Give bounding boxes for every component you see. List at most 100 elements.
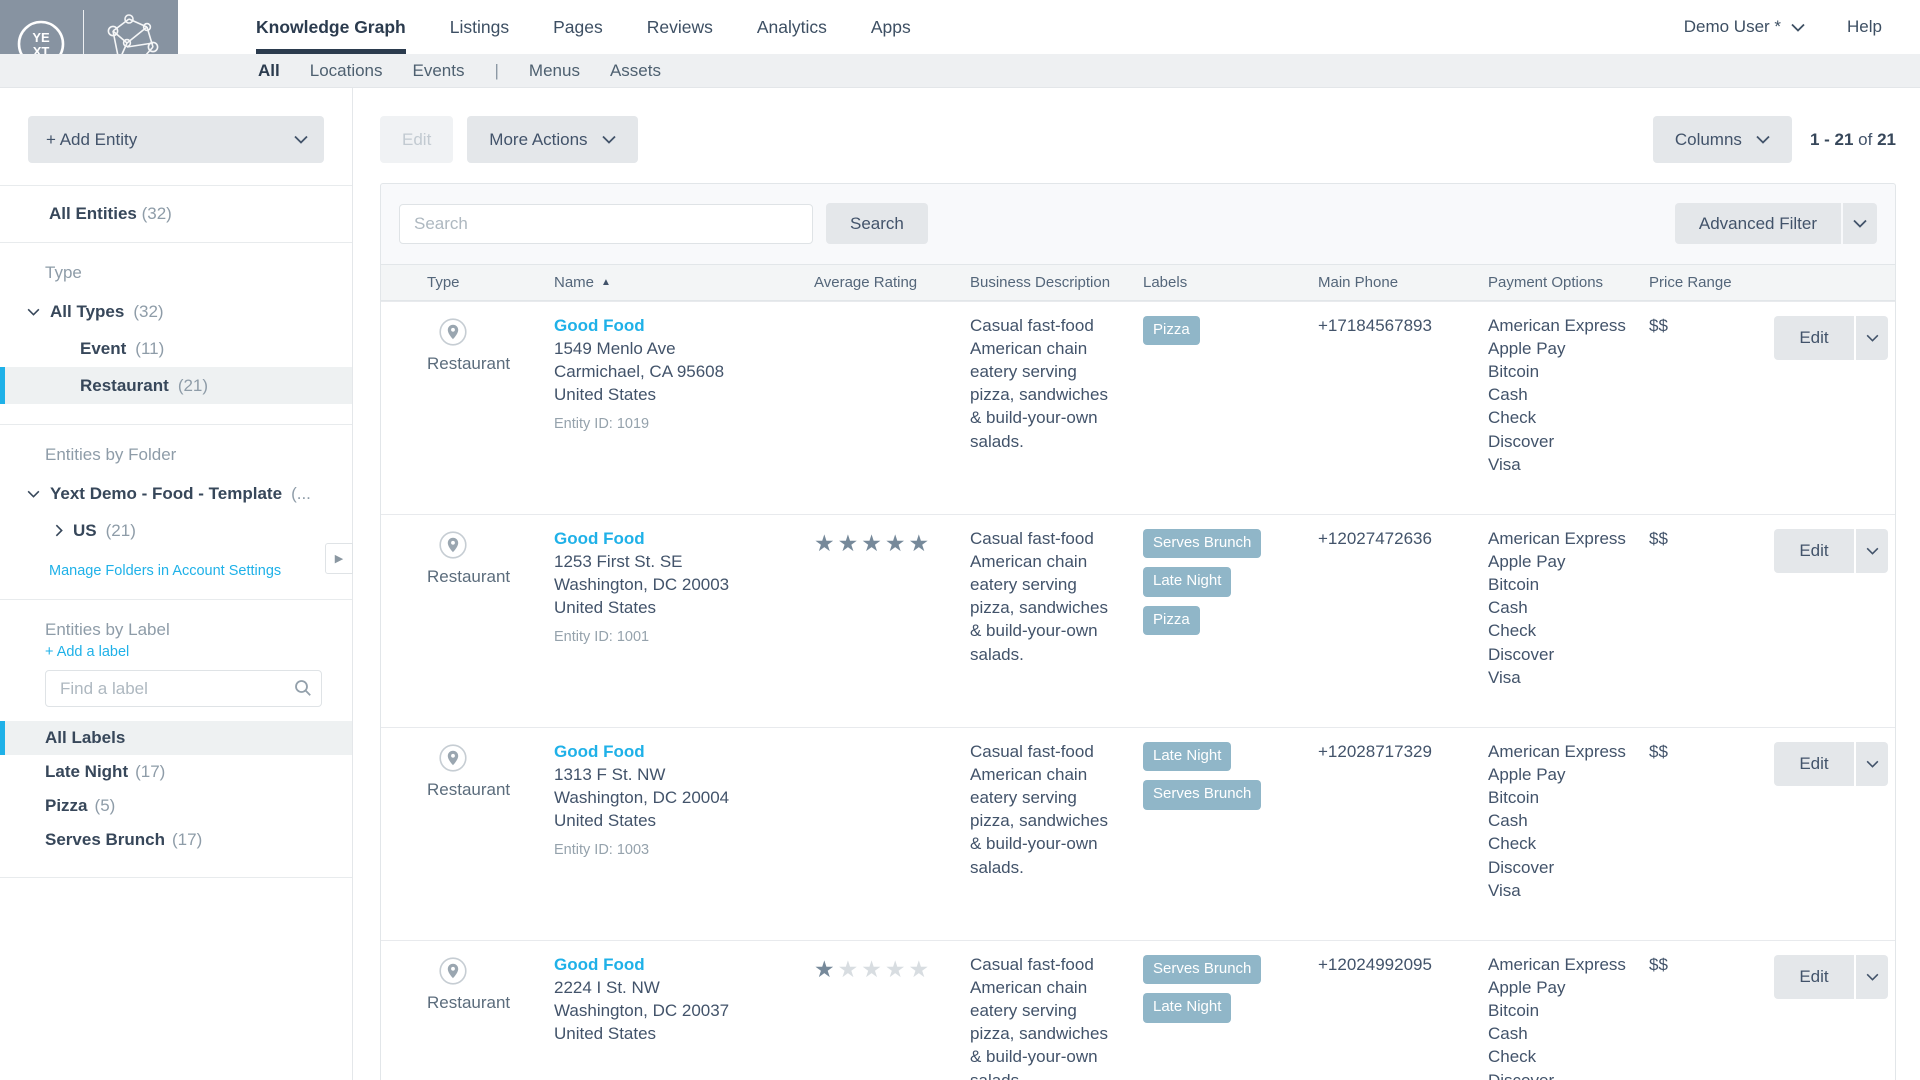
nav-item-listings[interactable]: Listings bbox=[449, 16, 510, 37]
sidebar-item-pizza[interactable]: Pizza (5) bbox=[0, 789, 352, 823]
entity-name-link[interactable]: Good Food bbox=[554, 316, 645, 335]
subnav-item-assets[interactable]: Assets bbox=[609, 60, 661, 80]
row-edit-button[interactable]: Edit bbox=[1774, 529, 1854, 573]
entity-name-link[interactable]: Good Food bbox=[554, 955, 645, 974]
payment-options: American Express Apple Pay Bitcoin Cash … bbox=[1488, 316, 1626, 474]
chevron-down-icon bbox=[1791, 23, 1805, 32]
manage-folders-link[interactable]: Manage Folders in Account Settings bbox=[49, 563, 282, 579]
sidebar-item-serves-brunch[interactable]: Serves Brunch (17) bbox=[0, 823, 352, 857]
event-count: (11) bbox=[135, 338, 165, 358]
subnav-item-events[interactable]: Events bbox=[412, 60, 465, 80]
search-icon bbox=[295, 680, 311, 696]
all-types-count: (32) bbox=[133, 301, 164, 321]
chevron-down-icon bbox=[1853, 219, 1867, 228]
sidebar-item-folder-us[interactable]: US (21) bbox=[0, 512, 352, 549]
advanced-filter-chevron-button[interactable] bbox=[1843, 203, 1877, 244]
payment-options: American Express Apple Pay Bitcoin Cash … bbox=[1488, 529, 1626, 687]
help-link[interactable]: Help bbox=[1847, 17, 1882, 36]
sidebar-expand-button[interactable]: ▶ bbox=[325, 543, 353, 574]
sidebar-item-all-types[interactable]: All Types (32) bbox=[0, 293, 352, 330]
row-edit-chevron-button[interactable] bbox=[1856, 742, 1888, 786]
subnav-item-locations[interactable]: Locations bbox=[309, 60, 383, 80]
column-header-business-description[interactable]: Business Description bbox=[970, 274, 1111, 291]
entity-type-label: Restaurant bbox=[427, 354, 511, 373]
find-label-input[interactable] bbox=[45, 670, 322, 707]
column-header-price-range[interactable]: Price Range bbox=[1649, 274, 1732, 291]
svg-text:YE: YE bbox=[33, 30, 51, 45]
business-description: Casual fast-food American chain eatery s… bbox=[970, 316, 1108, 451]
label-section: Entities by Label + Add a label All Labe… bbox=[0, 600, 352, 878]
column-header-payment-options[interactable]: Payment Options bbox=[1488, 274, 1604, 291]
main-phone: +12024992095 bbox=[1318, 955, 1432, 974]
add-entity-button[interactable]: + Add Entity bbox=[28, 116, 324, 163]
serves-brunch-count: (17) bbox=[172, 830, 203, 849]
nav-item-knowledge-graph[interactable]: Knowledge Graph bbox=[256, 0, 406, 54]
label-badge: Serves Brunch bbox=[1143, 955, 1262, 985]
columns-button[interactable]: Columns bbox=[1652, 116, 1792, 163]
nav-item-analytics[interactable]: Analytics bbox=[756, 16, 827, 37]
column-header-labels[interactable]: Labels bbox=[1143, 274, 1188, 291]
row-edit-button[interactable]: Edit bbox=[1774, 955, 1854, 999]
row-edit-chevron-button[interactable] bbox=[1856, 316, 1888, 360]
advanced-filter-button[interactable]: Advanced Filter bbox=[1674, 203, 1841, 244]
knowledge-graph-icon bbox=[107, 14, 159, 77]
business-description: Casual fast-food American chain eatery s… bbox=[970, 529, 1108, 664]
row-edit-chevron-button[interactable] bbox=[1856, 529, 1888, 573]
entity-type-label: Restaurant bbox=[427, 993, 511, 1012]
subnav-item-all[interactable]: All bbox=[258, 60, 280, 80]
folder-root-count: (... bbox=[291, 483, 311, 503]
more-actions-button[interactable]: More Actions bbox=[467, 116, 638, 163]
business-description: Casual fast-food American chain eatery s… bbox=[970, 955, 1108, 1080]
sidebar-item-all-entities[interactable]: All Entities (32) bbox=[0, 186, 352, 243]
chevron-down-icon bbox=[1866, 334, 1878, 342]
sidebar-item-all-labels[interactable]: All Labels bbox=[0, 721, 352, 755]
main-nav: Knowledge Graph Listings Pages Reviews A… bbox=[256, 0, 955, 54]
add-label-link[interactable]: + Add a label bbox=[45, 644, 130, 660]
columns-label: Columns bbox=[1674, 129, 1742, 149]
average-rating-stars: ★★★★★ bbox=[814, 956, 933, 982]
user-menu-label: Demo User * bbox=[1683, 17, 1782, 36]
map-pin-icon bbox=[439, 744, 467, 772]
sidebar-item-restaurant[interactable]: Restaurant (21) bbox=[0, 367, 352, 404]
nav-item-apps[interactable]: Apps bbox=[870, 16, 911, 37]
search-input[interactable] bbox=[399, 203, 813, 244]
sidebar-item-folder-root[interactable]: Yext Demo - Food - Template (... bbox=[0, 475, 352, 512]
entity-type-label: Restaurant bbox=[427, 780, 511, 799]
top-navigation-bar: YE XT Knowledge Graph Li bbox=[0, 0, 1920, 88]
column-header-type[interactable]: Type bbox=[427, 274, 460, 291]
range-total: 21 bbox=[1877, 129, 1896, 149]
chevron-down-icon bbox=[1866, 973, 1878, 981]
restaurant-label: Restaurant bbox=[80, 375, 169, 395]
column-header-average-rating[interactable]: Average Rating bbox=[814, 274, 918, 291]
table-row: Restaurant Good Food 1549 Menlo Ave Carm… bbox=[381, 301, 1895, 514]
labels-cell: Pizza bbox=[1143, 314, 1318, 500]
entity-name-link[interactable]: Good Food bbox=[554, 529, 645, 548]
folder-us-count: (21) bbox=[105, 520, 136, 540]
sidebar-item-event[interactable]: Event (11) bbox=[0, 330, 352, 367]
chevron-down-icon bbox=[1756, 135, 1770, 144]
entity-address: 1253 First St. SE Washington, DC 20003 U… bbox=[554, 552, 730, 618]
column-header-main-phone[interactable]: Main Phone bbox=[1318, 274, 1399, 291]
user-menu[interactable]: Demo User * bbox=[1684, 17, 1805, 37]
row-edit-chevron-button[interactable] bbox=[1856, 955, 1888, 999]
list-toolbar: Edit More Actions Columns 1 - bbox=[380, 116, 1896, 163]
entity-list-content: Edit More Actions Columns 1 - bbox=[353, 88, 1920, 1080]
folder-us-label: US bbox=[73, 520, 97, 540]
sidebar-item-late-night[interactable]: Late Night (17) bbox=[0, 755, 352, 789]
label-badge: Serves Brunch bbox=[1143, 529, 1262, 559]
nav-item-pages[interactable]: Pages bbox=[553, 16, 603, 37]
row-edit-button[interactable]: Edit bbox=[1774, 316, 1854, 360]
price-range: $$ bbox=[1649, 529, 1668, 548]
row-edit-button[interactable]: Edit bbox=[1774, 742, 1854, 786]
edit-selected-button[interactable]: Edit bbox=[380, 116, 454, 163]
entity-id: Entity ID: 1019 bbox=[554, 416, 650, 433]
search-button[interactable]: Search bbox=[826, 203, 928, 244]
entity-table-panel: Search Advanced Filter Type Na bbox=[380, 183, 1896, 1080]
entity-address: 1549 Menlo Ave Carmichael, CA 95608 Unit… bbox=[554, 339, 725, 405]
entity-name-link[interactable]: Good Food bbox=[554, 742, 645, 761]
subnav-item-menus[interactable]: Menus bbox=[528, 60, 580, 80]
column-header-name[interactable]: Name ▲ bbox=[554, 274, 611, 291]
restaurant-count: (21) bbox=[177, 375, 209, 395]
nav-item-reviews[interactable]: Reviews bbox=[646, 16, 713, 37]
